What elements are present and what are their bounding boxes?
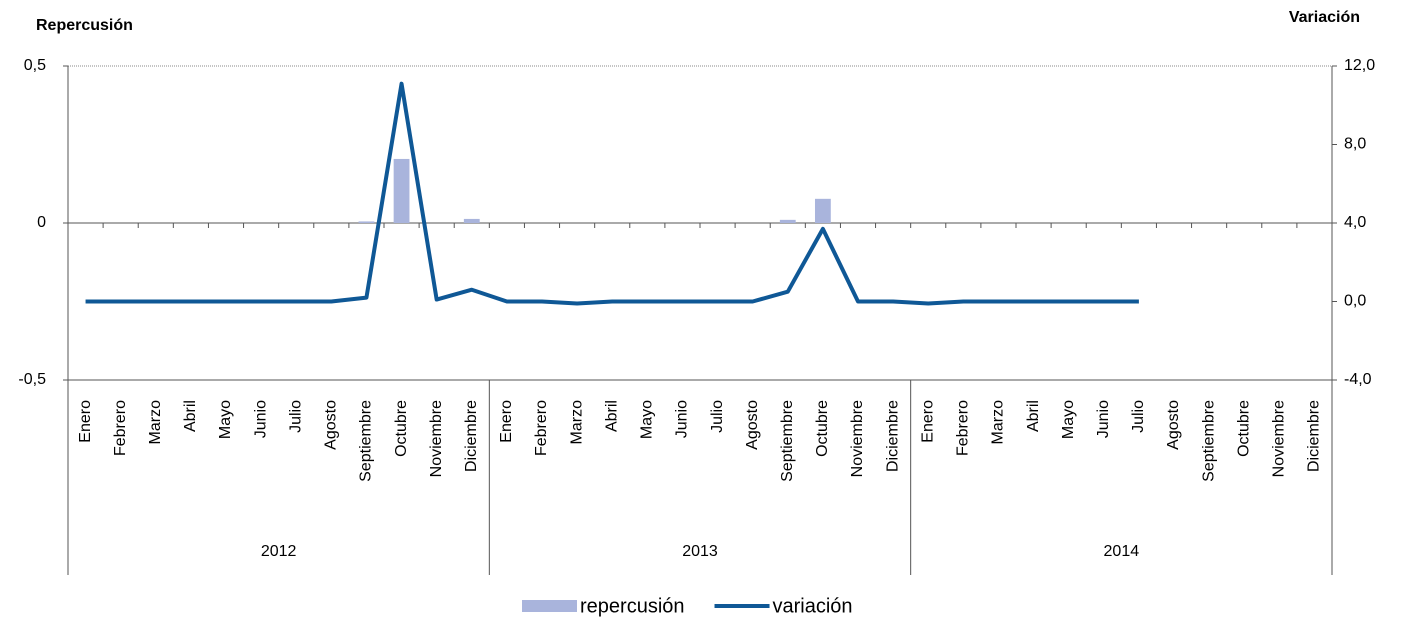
x-tick-label: Junio	[674, 400, 691, 438]
x-tick-label: Diciembre	[1306, 400, 1323, 472]
x-tick-label: Febrero	[112, 400, 129, 456]
x-tick-label: Diciembre	[884, 400, 901, 472]
x-tick-label: Octubre	[393, 400, 410, 457]
y-tick-label: 0,5	[24, 57, 46, 74]
x-tick-label: Julio	[287, 400, 304, 433]
y-axis-title: Repercusión	[36, 17, 133, 34]
bar	[779, 219, 796, 223]
legend-swatch	[522, 600, 577, 612]
x-tick-label: Marzo	[568, 400, 585, 445]
x-tick-label: Febrero	[533, 400, 550, 456]
x-tick-label: Abril	[182, 400, 199, 432]
x-tick-label: Octubre	[814, 400, 831, 457]
y2-tick-label: -4,0	[1344, 371, 1372, 388]
bar	[814, 198, 831, 223]
x-tick-label: Julio	[709, 400, 726, 433]
y2-tick-label: 8,0	[1344, 136, 1366, 153]
legend-label: variación	[773, 595, 853, 617]
x-tick-label: Julio	[1130, 400, 1147, 433]
x-tick-label: Enero	[77, 400, 94, 443]
x-tick-label: Marzo	[990, 400, 1007, 445]
x-tick-label: Noviembre	[428, 400, 445, 477]
x-tick-label: Junio	[252, 400, 269, 438]
y2-axis-title: Variación	[1289, 9, 1360, 26]
x-tick-label: Agosto	[323, 400, 340, 450]
x-tick-label: Agosto	[744, 400, 761, 450]
x-tick-label: Enero	[498, 400, 515, 443]
bar	[358, 221, 375, 223]
bar	[463, 218, 480, 223]
x-tick-label: Octubre	[1235, 400, 1252, 457]
x-tick-label: Abril	[603, 400, 620, 432]
bar	[393, 158, 410, 223]
x-tick-label: Noviembre	[1271, 400, 1288, 477]
y-tick-label: 0	[37, 214, 46, 231]
group-label: 2013	[682, 543, 718, 560]
x-tick-label: Junio	[1095, 400, 1112, 438]
x-tick-label: Septiembre	[1200, 400, 1217, 482]
group-label: 2012	[261, 543, 297, 560]
group-label: 2014	[1104, 543, 1140, 560]
y2-tick-label: 4,0	[1344, 214, 1366, 231]
x-tick-label: Febrero	[955, 400, 972, 456]
x-tick-label: Agosto	[1165, 400, 1182, 450]
y2-tick-label: 0,0	[1344, 293, 1366, 310]
legend-label: repercusión	[580, 595, 685, 617]
x-tick-label: Mayo	[1060, 400, 1077, 439]
y-tick-label: -0,5	[18, 371, 46, 388]
x-tick-label: Abril	[1025, 400, 1042, 432]
x-tick-label: Enero	[919, 400, 936, 443]
x-tick-label: Diciembre	[463, 400, 480, 472]
x-tick-label: Noviembre	[849, 400, 866, 477]
x-tick-label: Septiembre	[779, 400, 796, 482]
line	[85, 81, 1139, 306]
x-tick-label: Septiembre	[358, 400, 375, 482]
x-tick-label: Mayo	[639, 400, 656, 439]
x-tick-label: Marzo	[147, 400, 164, 445]
x-tick-label: Mayo	[217, 400, 234, 439]
y2-tick-label: 12,0	[1344, 57, 1375, 74]
